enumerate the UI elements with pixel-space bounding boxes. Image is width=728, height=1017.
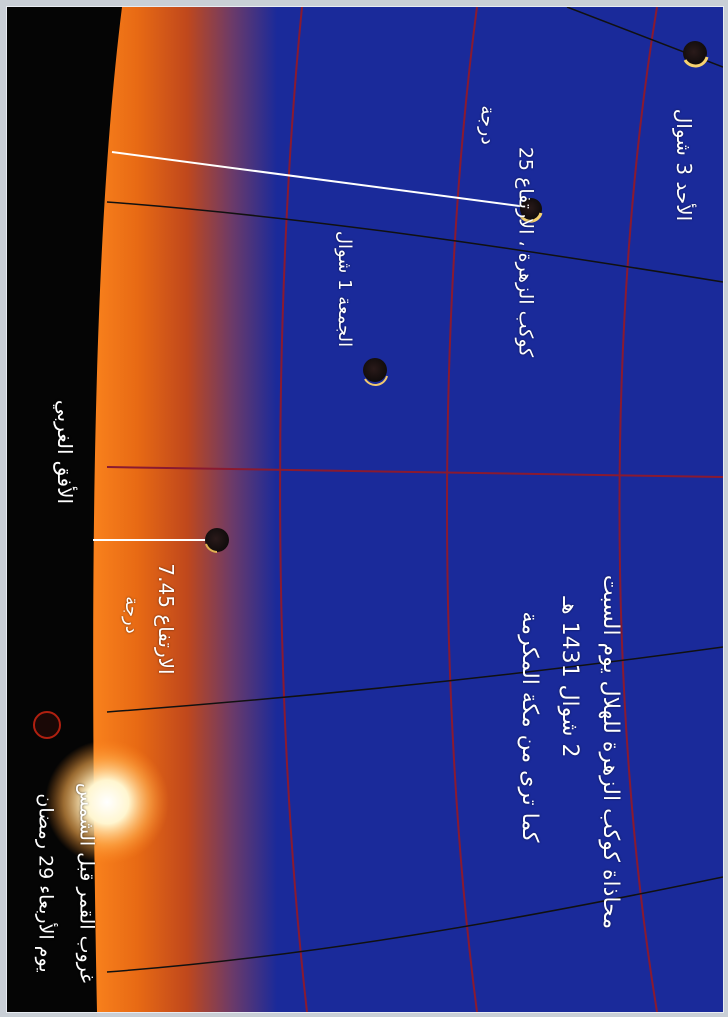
label-venus-line2: درجة [476,105,499,145]
label-altitude-line2: درجة [121,596,142,634]
moon-set-icon [33,711,61,739]
title-line3: كما ترى من مكة المكرمة [517,611,542,843]
label-altitude-line1: الارتفاع 7.45 [154,563,178,675]
grid-line [618,7,658,1012]
label-friday: الجمعة 1 شوال [334,230,355,348]
grid-line [106,646,723,713]
label-horizon: الأفق الغربي [53,399,77,505]
title-line1: محاذاة كوكب الزهرة للهلال يوم السبت [598,574,623,930]
title-line2: 2 شوال 1431 هـ [557,596,582,758]
grid-line [446,7,478,1012]
altitude-marker-venus [111,151,528,208]
planet-icon [519,198,543,223]
grid-line [106,201,723,283]
sky-chart: محاذاة كوكب الزهرة للهلال يوم السبت 2 شو… [6,6,724,1013]
crescent-moon-icon-saturday [205,528,229,553]
grid-line [106,876,723,973]
crescent-moon-icon-friday [363,358,388,386]
grid-line [279,7,308,1012]
grid-line [106,466,723,478]
label-moonset-line1: غروب القمر قبل الشمس [75,782,98,984]
crescent-moon-icon-sunday [683,41,709,68]
label-venus-line1: كوكب الزهرة ، الارتفاع 25 [514,146,537,358]
sky-chart-graphic [7,7,723,1012]
sun-glow-icon [45,740,169,864]
label-moonset-line2: يوم الأربعاء 29 رمضان [34,793,57,973]
label-sunday: الأحد 3 شوال [672,108,696,222]
